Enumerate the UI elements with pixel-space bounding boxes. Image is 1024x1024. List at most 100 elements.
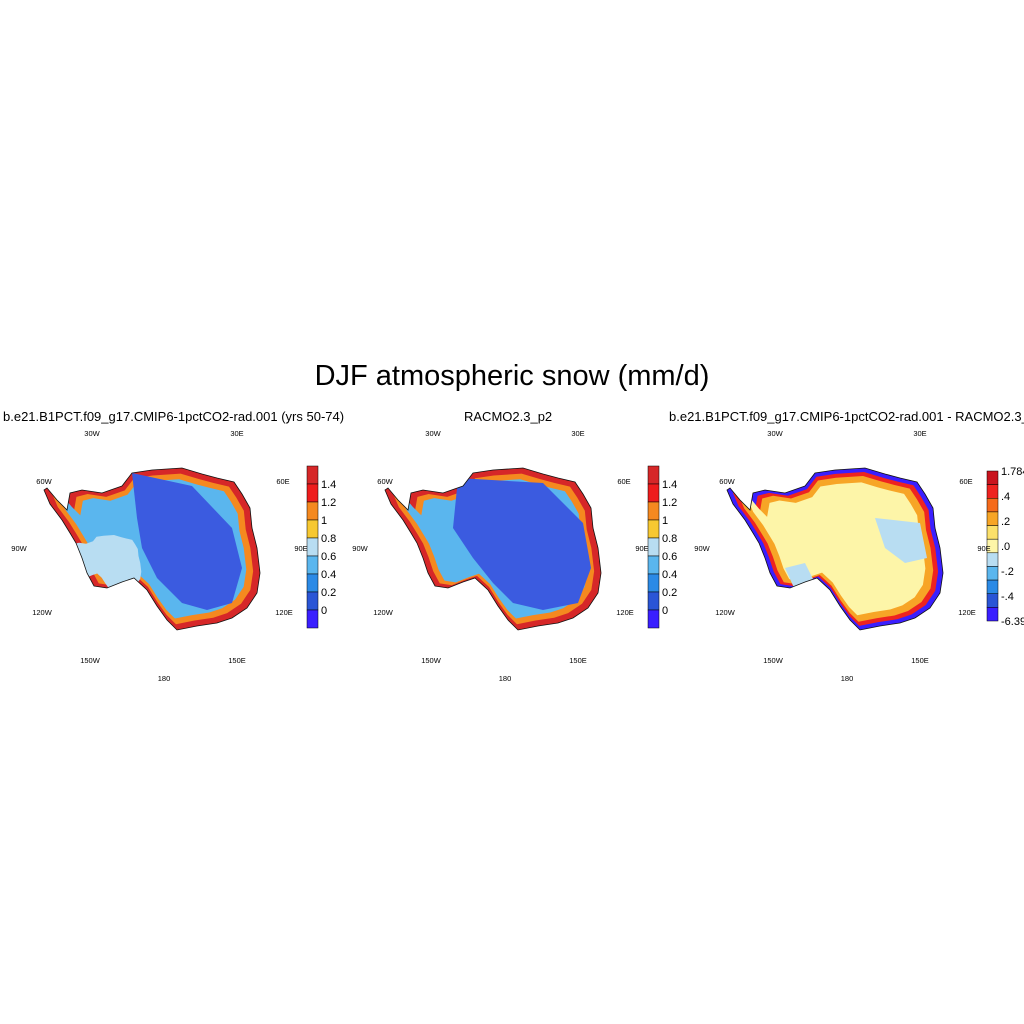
map-panel-1 bbox=[43, 467, 261, 631]
colorbar-2-label: 1 bbox=[662, 515, 668, 527]
colorbar-2-swatch bbox=[647, 591, 660, 611]
colorbar-1: 1.4 1.2 1 0.8 0.6 0.4 0.2 0 bbox=[306, 465, 336, 629]
graticule-label: 90E bbox=[977, 544, 990, 553]
colorbar-3-swatch bbox=[986, 579, 999, 594]
graticule-panel-3: 30W 30E 60W 60E 90W 90E 120W 120E 150W 150E 180 bbox=[694, 429, 990, 683]
colorbar-2: 1.4 1.2 1 0.8 0.6 0.4 0.2 0 bbox=[647, 465, 677, 629]
colorbar-3-swatch bbox=[986, 525, 999, 540]
colorbar-3-swatch bbox=[986, 484, 999, 499]
colorbar-2-swatch bbox=[647, 501, 660, 521]
colorbar-1-swatch bbox=[306, 465, 319, 485]
graticule-label: 180 bbox=[499, 674, 512, 683]
colorbar-2-swatch bbox=[647, 537, 660, 557]
colorbar-1-label: 0.6 bbox=[321, 551, 336, 563]
colorbar-2-label: 1.2 bbox=[662, 497, 677, 509]
colorbar-2-swatch bbox=[647, 465, 660, 485]
graticule-label: 60E bbox=[959, 477, 972, 486]
colorbar-3-label: -.4 bbox=[1001, 591, 1014, 603]
graticule-label: 150W bbox=[80, 656, 101, 665]
colorbar-3-swatch bbox=[986, 593, 999, 608]
colorbar-2-label: 0.4 bbox=[662, 569, 677, 581]
colorbars: 1.41.210.80.60.40.201.41.210.80.60.40.20… bbox=[306, 465, 1024, 629]
graticule-label: 150E bbox=[569, 656, 587, 665]
colorbar-3-swatch bbox=[986, 498, 999, 513]
graticule-label: 30W bbox=[425, 429, 441, 438]
map-panel-3 bbox=[726, 467, 944, 631]
graticule-label: 60E bbox=[617, 477, 630, 486]
graticule-label: 90W bbox=[694, 544, 710, 553]
colorbar-1-swatch bbox=[306, 609, 319, 629]
map-panel-2 bbox=[384, 467, 602, 631]
graticule-label: 30W bbox=[84, 429, 100, 438]
colorbar-1-label: 0.2 bbox=[321, 587, 336, 599]
graticule-label: 60W bbox=[719, 477, 735, 486]
colorbar-2-swatch bbox=[647, 483, 660, 503]
colorbar-1-swatch bbox=[306, 591, 319, 611]
graticule-label: 90E bbox=[635, 544, 648, 553]
colorbar-2-swatch bbox=[647, 573, 660, 593]
graticule-label: 30W bbox=[767, 429, 783, 438]
colorbar-2-label: 0 bbox=[662, 605, 668, 617]
graticule-label: 180 bbox=[158, 674, 171, 683]
colorbar-2-label: 1.4 bbox=[662, 479, 677, 491]
colorbar-3-label: 1.784 bbox=[1001, 466, 1024, 478]
colorbar-2-label: 0.2 bbox=[662, 587, 677, 599]
graticule-label: 60E bbox=[276, 477, 289, 486]
graticule-label: 120E bbox=[958, 608, 976, 617]
panel-3-title: b.e21.B1PCT.f09_g17.CMIP6-1pctCO2-rad.00… bbox=[669, 409, 1024, 424]
graticule-label: 30E bbox=[913, 429, 926, 438]
panel-2-title: RACMO2.3_p2 bbox=[464, 409, 553, 424]
graticule-label: 120W bbox=[373, 608, 394, 617]
colorbar-3-swatch bbox=[986, 511, 999, 526]
graticule-label: 150E bbox=[228, 656, 246, 665]
colorbar-1-swatch bbox=[306, 555, 319, 575]
graticule-panel-1: 30W 30E 60W 60E 90W 90E 120W 120E 150W 150E 180 bbox=[11, 429, 307, 683]
colorbar-3-swatch bbox=[986, 607, 999, 622]
colorbar-1-label: 1.2 bbox=[321, 497, 336, 509]
colorbar-2-swatch bbox=[647, 519, 660, 539]
colorbar-3-swatch bbox=[986, 566, 999, 581]
graticule-label: 120E bbox=[616, 608, 634, 617]
colorbar-3-label: .2 bbox=[1001, 516, 1010, 528]
graticule-label: 90W bbox=[352, 544, 368, 553]
graticule-label: 150W bbox=[421, 656, 442, 665]
colorbar-3-label: -6.39 bbox=[1001, 616, 1024, 628]
colorbar-2-label: 0.6 bbox=[662, 551, 677, 563]
colorbar-3-label: -.2 bbox=[1001, 566, 1014, 578]
graticule-label: 60W bbox=[377, 477, 393, 486]
colorbar-1-label: 1.4 bbox=[321, 479, 336, 491]
colorbar-3-label: .4 bbox=[1001, 491, 1010, 503]
colorbar-2-label: 0.8 bbox=[662, 533, 677, 545]
graticule-label: 120W bbox=[32, 608, 53, 617]
colorbar-3: 1.784 .4 .2 .0 -.2 -.4 -6.39 bbox=[986, 466, 1024, 628]
colorbar-1-label: 0.4 bbox=[321, 569, 336, 581]
colorbar-2-swatch bbox=[647, 555, 660, 575]
colorbar-1-label: 0 bbox=[321, 605, 327, 617]
graticule-label: 30E bbox=[230, 429, 243, 438]
graticule-label: 90W bbox=[11, 544, 27, 553]
graticule-label: 30E bbox=[571, 429, 584, 438]
colorbar-1-swatch bbox=[306, 519, 319, 539]
colorbar-3-swatch bbox=[986, 552, 999, 567]
graticule-label: 150W bbox=[763, 656, 784, 665]
graticule-label: 90E bbox=[294, 544, 307, 553]
colorbar-3-label: .0 bbox=[1001, 541, 1010, 553]
panel-1-title: b.e21.B1PCT.f09_g17.CMIP6-1pctCO2-rad.00… bbox=[3, 409, 345, 424]
graticule-label: 120E bbox=[275, 608, 293, 617]
colorbar-1-swatch bbox=[306, 573, 319, 593]
colorbar-1-swatch bbox=[306, 501, 319, 521]
graticule-label: 180 bbox=[841, 674, 854, 683]
colorbar-1-swatch bbox=[306, 537, 319, 557]
graticule-label: 120W bbox=[715, 608, 736, 617]
graticule-panel-2: 30W 30E 60W 60E 90W 90E 120W 120E 150W 150E 180 bbox=[352, 429, 648, 683]
colorbar-1-swatch bbox=[306, 483, 319, 503]
graticule-label: 150E bbox=[911, 656, 929, 665]
colorbar-1-label: 1 bbox=[321, 515, 327, 527]
figure-title: DJF atmospheric snow (mm/d) bbox=[314, 360, 710, 392]
colorbar-3-swatch bbox=[986, 470, 999, 485]
graticule-label: 60W bbox=[36, 477, 52, 486]
colorbar-1-label: 0.8 bbox=[321, 533, 336, 545]
colorbar-2-swatch bbox=[647, 609, 660, 629]
